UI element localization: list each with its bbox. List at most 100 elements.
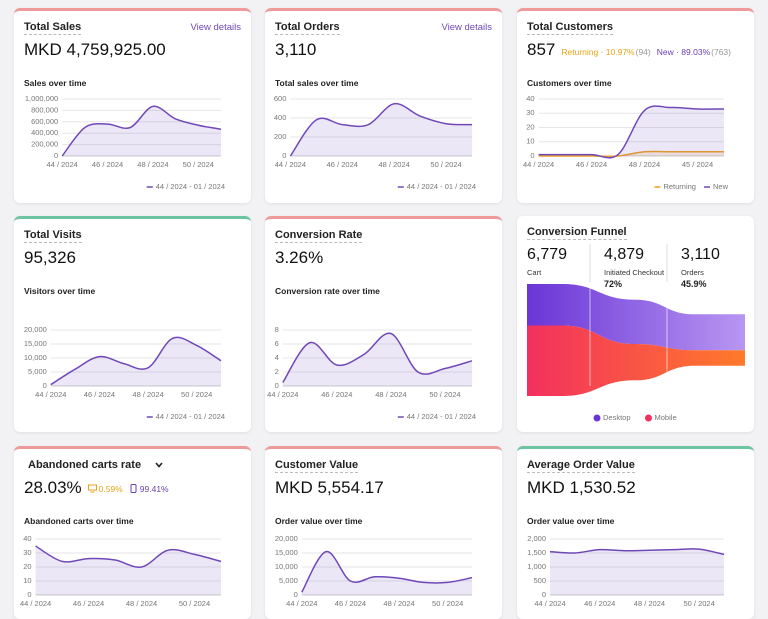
- step-count: 3,110: [681, 246, 720, 263]
- funnel-band: [527, 284, 745, 351]
- card: 0 5,000 10,000 15,000 20,000 44 / 2024 46 / 20…: [14, 216, 251, 432]
- step-rate: 72%: [604, 279, 623, 289]
- x-tick-label: 44 / 2024: [534, 599, 565, 608]
- card-title: Conversion Funnel: [527, 226, 627, 240]
- card-value: MKD 1,530.52: [527, 478, 636, 497]
- view-details-link[interactable]: View details: [190, 22, 241, 33]
- legend-label: 44 / 2024 - 01 / 2024: [407, 412, 476, 421]
- x-tick-label: 48 / 2024: [634, 599, 665, 608]
- value-row: 95,326: [24, 248, 76, 268]
- card: 0 2 4 6 8 44 / 2024 46 / 2024 48 / 2024 50 / 202…: [265, 216, 502, 432]
- card-title: Total Orders: [275, 21, 340, 35]
- card-value: MKD 5,554.17: [275, 478, 384, 497]
- icon-shape: [130, 484, 137, 493]
- y-tick-label: 6: [275, 339, 279, 348]
- y-tick-label: 1,500: [527, 548, 546, 557]
- card-title: Average Order Value: [527, 459, 635, 473]
- x-tick-label: 50 / 2024: [179, 599, 210, 608]
- x-tick-label: 46 / 2024: [84, 390, 115, 399]
- legend-label: New: [713, 182, 729, 191]
- area: [538, 106, 724, 158]
- step-name: Orders: [681, 268, 704, 277]
- x-tick-label: 48 / 2024: [629, 160, 660, 169]
- card-title: Abandoned carts rate: [28, 459, 142, 471]
- stat: 99.41%: [129, 484, 169, 494]
- legend-label: Returning: [663, 182, 696, 191]
- chart: 0 5,000 10,000 15,000 20,000 44 / 2024 46 / 20…: [275, 534, 473, 608]
- x-tick-label: 50 / 2024: [432, 599, 463, 608]
- x-tick-label: 50 / 2024: [183, 160, 214, 169]
- stat-count: (94): [635, 47, 651, 57]
- y-tick-label: 800,000: [31, 105, 58, 114]
- x-tick-label: 46 / 2024: [321, 390, 352, 399]
- line: [282, 332, 473, 383]
- stat: New · 89.03%: [657, 47, 710, 57]
- card: 0 200,000 400,000 600,000 800,000 1,000,000 44…: [14, 8, 251, 203]
- legend-label: 44 / 2024 - 01 / 2024: [156, 412, 225, 421]
- value-row: MKD 4,759,925.00: [24, 40, 166, 60]
- x-tick-label: 48 / 2024: [132, 390, 163, 399]
- line: [549, 548, 725, 556]
- chart: Desktop Mobile: [527, 244, 745, 422]
- icon-shape: [87, 484, 97, 491]
- y-tick-label: 500: [533, 576, 546, 585]
- x-tick-label: 48 / 2024: [383, 599, 414, 608]
- card: 0 200 400 600 44 / 2024 46 / 2024 48 / 2024 50 …: [265, 8, 502, 203]
- stat-label: 0.59%: [98, 483, 123, 494]
- y-tick-label: 20: [526, 122, 534, 131]
- x-tick-label: 46 / 2024: [335, 599, 366, 608]
- mobile-icon: [130, 484, 137, 493]
- line: [301, 550, 473, 593]
- x-tick-label: 44 / 2024: [35, 390, 66, 399]
- area: [35, 546, 221, 595]
- area: [550, 548, 724, 595]
- area: [50, 337, 221, 386]
- y-tick-label: 30: [23, 548, 31, 557]
- step-name: Cart: [527, 268, 542, 277]
- view-details-link[interactable]: View details: [441, 22, 492, 33]
- chart: 0 200 400 600 44 / 2024 46 / 2024 48 / 2024 50 …: [274, 94, 476, 191]
- value-row: 3.26%: [275, 248, 323, 268]
- y-tick-label: 10: [23, 576, 31, 585]
- y-tick-label: 10,000: [24, 353, 47, 362]
- stat: Returning · 10.97%: [561, 47, 634, 57]
- line: [35, 545, 222, 568]
- y-tick-label: 0: [275, 381, 279, 390]
- y-tick-label: 20,000: [24, 325, 47, 334]
- x-tick-label: 46 / 2024: [92, 160, 123, 169]
- chart-subtitle: Customers over time: [527, 78, 612, 88]
- chart: 0 10 20 30 40 44 / 2024 46 / 2024 48 / 2024 45 /…: [523, 94, 729, 191]
- chart-subtitle: Order value over time: [527, 516, 615, 526]
- card-value: 95,326: [24, 248, 76, 267]
- card-title: Total Sales: [24, 21, 82, 35]
- x-tick-label: 46 / 2024: [576, 160, 607, 169]
- x-tick-label: 46 / 2024: [327, 160, 358, 169]
- value-row: 3,110: [275, 40, 316, 60]
- area: [62, 106, 222, 156]
- card-title: Conversion Rate: [275, 229, 363, 243]
- card: 0 500 1,000 1,500 2,000 44 / 2024 46 / 2024 48 …: [517, 446, 754, 619]
- line: [50, 336, 222, 386]
- legend-label: 44 / 2024 - 01 / 2024: [156, 182, 225, 191]
- desktop-icon: [87, 484, 97, 493]
- y-tick-label: 400: [274, 113, 287, 122]
- step-rate: 45.9%: [681, 279, 707, 289]
- x-tick-label: 48 / 2024: [379, 160, 410, 169]
- stat-label: Returning · 10.97%: [561, 47, 635, 57]
- y-tick-label: 30: [526, 108, 534, 117]
- x-tick-label: 50 / 2024: [430, 160, 461, 169]
- y-tick-label: 20,000: [275, 534, 298, 543]
- area: [290, 103, 472, 156]
- x-tick-label: 45 / 2024: [682, 160, 713, 169]
- funnel-band: [527, 325, 745, 396]
- card-value: 857: [527, 40, 556, 59]
- y-tick-label: 0: [43, 381, 47, 390]
- y-tick-label: 5,000: [28, 367, 47, 376]
- stat-label: 99.41%: [139, 483, 169, 494]
- chart: 0 2 4 6 8 44 / 2024 46 / 2024 48 / 2024 50 / 202…: [267, 325, 476, 421]
- card-value: 3,110: [275, 40, 317, 59]
- dropdown[interactable]: Abandoned carts rate: [28, 459, 163, 472]
- chart: 0 10 20 30 40 44 / 2024 46 / 2024 48 / 2024 50 /…: [20, 534, 222, 608]
- x-tick-label: 44 / 2024: [286, 599, 317, 608]
